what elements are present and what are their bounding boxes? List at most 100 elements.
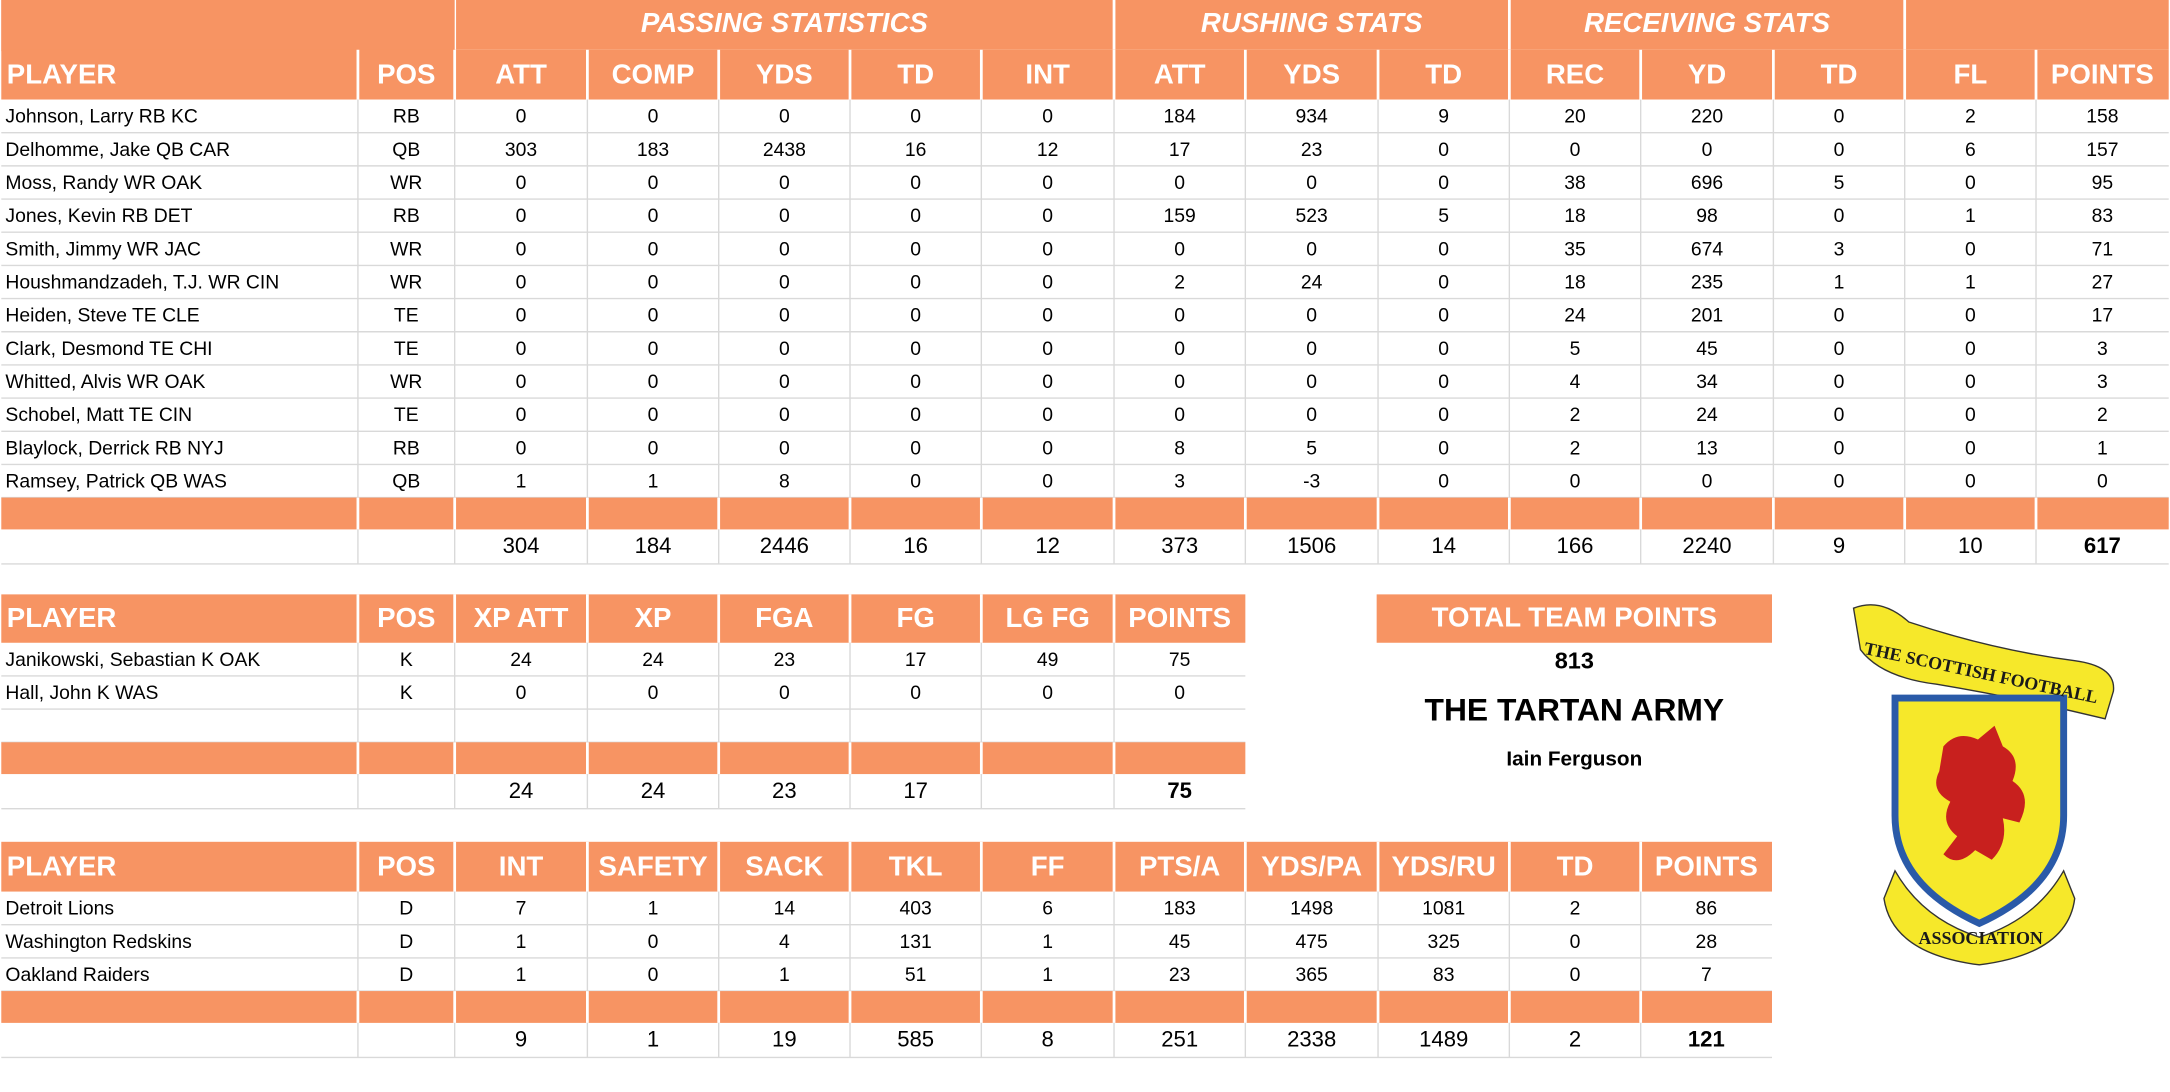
logo-bottom-text: ASSOCIATION	[1919, 928, 2043, 948]
cell: 0	[1570, 471, 1581, 493]
cell: 6	[1042, 898, 1053, 920]
cell: 0	[1174, 338, 1185, 360]
cell: 0	[1306, 172, 1317, 194]
logo: THE SCOTTISH FOOTBALL ASSOCIATION	[1852, 604, 2115, 966]
player-name: Clark, Desmond TE CHI	[5, 338, 212, 360]
cell: 403	[900, 898, 932, 920]
player-name: Whitted, Alvis WR OAK	[5, 371, 205, 393]
cell: 220	[1691, 106, 1723, 128]
column-header: FL	[1953, 58, 1987, 89]
cell: 475	[1296, 931, 1328, 953]
cell: 0	[648, 437, 659, 459]
cell: 0	[1438, 271, 1449, 293]
column-header: YD	[1688, 58, 1726, 89]
cell: 0	[1174, 404, 1185, 426]
column-header: TD	[1425, 58, 1462, 89]
column-header: TD	[1557, 850, 1594, 881]
column-header: INT	[499, 850, 544, 881]
cell: 0	[1570, 931, 1581, 953]
column-header: ATT	[495, 58, 547, 89]
column-header: POINTS	[2051, 58, 2154, 89]
cell: 7	[1701, 964, 1712, 986]
cell: 0	[1965, 305, 1976, 327]
cell: 0	[1438, 437, 1449, 459]
cell: 0	[910, 404, 921, 426]
cell: 0	[910, 371, 921, 393]
cell: 24	[1696, 404, 1718, 426]
column-header: PLAYER	[7, 850, 117, 881]
cell: 0	[1174, 682, 1185, 704]
cell: 0	[648, 404, 659, 426]
cell: 0	[910, 437, 921, 459]
cell: 0	[910, 682, 921, 704]
cell: QB	[392, 139, 420, 161]
cell: 17	[1169, 139, 1191, 161]
logo-ribbon	[1852, 604, 2115, 720]
cell: 0	[1042, 172, 1053, 194]
cell: 0	[1174, 371, 1185, 393]
cell: 18	[1564, 205, 1586, 227]
cell: 23	[774, 649, 796, 671]
cell: 8	[779, 471, 790, 493]
cell: 0	[779, 371, 790, 393]
cell: 0	[1438, 139, 1449, 161]
cell: 0	[1042, 404, 1053, 426]
column-header: SACK	[745, 850, 823, 881]
cell: TE	[394, 404, 419, 426]
cell: 0	[1042, 338, 1053, 360]
cell: 0	[1438, 238, 1449, 260]
team-header-text: TOTAL TEAM POINTS	[1432, 602, 1717, 633]
cell: WR	[390, 238, 422, 260]
cell: 0	[648, 238, 659, 260]
cell: 0	[1042, 205, 1053, 227]
cell: 1498	[1290, 898, 1333, 920]
column-header: SAFETY	[599, 850, 708, 881]
cell: 0	[1438, 305, 1449, 327]
cell: 4	[1570, 371, 1581, 393]
total: 2338	[1287, 1027, 1336, 1052]
cell: 0	[1438, 338, 1449, 360]
cell: 0	[1965, 238, 1976, 260]
player-name: Janikowski, Sebastian K OAK	[5, 649, 260, 671]
cell: 0	[1174, 238, 1185, 260]
cell: 49	[1037, 649, 1059, 671]
cell: 0	[648, 371, 659, 393]
cell: 24	[1564, 305, 1586, 327]
column-header: FG	[896, 602, 934, 633]
player-name: Delhomme, Jake QB CAR	[5, 139, 230, 161]
header-band	[1, 594, 1246, 643]
cell: 0	[1042, 238, 1053, 260]
cell: 1	[2097, 437, 2108, 459]
cell: 16	[905, 139, 927, 161]
cell: 0	[516, 371, 527, 393]
cell: 0	[1834, 371, 1845, 393]
cell: 0	[910, 205, 921, 227]
cell: 2	[1570, 898, 1581, 920]
cell: 98	[1696, 205, 1718, 227]
column-header: ATT	[1154, 58, 1206, 89]
cell: 0	[1438, 371, 1449, 393]
cell: 3	[2097, 338, 2108, 360]
cell: 0	[1834, 404, 1845, 426]
cell: 28	[1696, 931, 1718, 953]
total: 251	[1161, 1027, 1198, 1052]
cell: 0	[648, 682, 659, 704]
cell: 6	[1965, 139, 1976, 161]
cell: 0	[910, 271, 921, 293]
cell: 86	[1696, 898, 1718, 920]
cell: 0	[648, 338, 659, 360]
cell: 0	[516, 271, 527, 293]
cell: 1081	[1422, 898, 1465, 920]
cell: K	[400, 649, 413, 671]
cell: 0	[1702, 471, 1713, 493]
cell: 1	[1965, 205, 1976, 227]
cell: 0	[1306, 338, 1317, 360]
total: 184	[635, 533, 672, 558]
player-name: Blaylock, Derrick RB NYJ	[5, 437, 223, 459]
cell: 0	[779, 682, 790, 704]
cell: 5	[1834, 172, 1845, 194]
team-header	[1376, 594, 1772, 643]
cell: 95	[2092, 172, 2114, 194]
